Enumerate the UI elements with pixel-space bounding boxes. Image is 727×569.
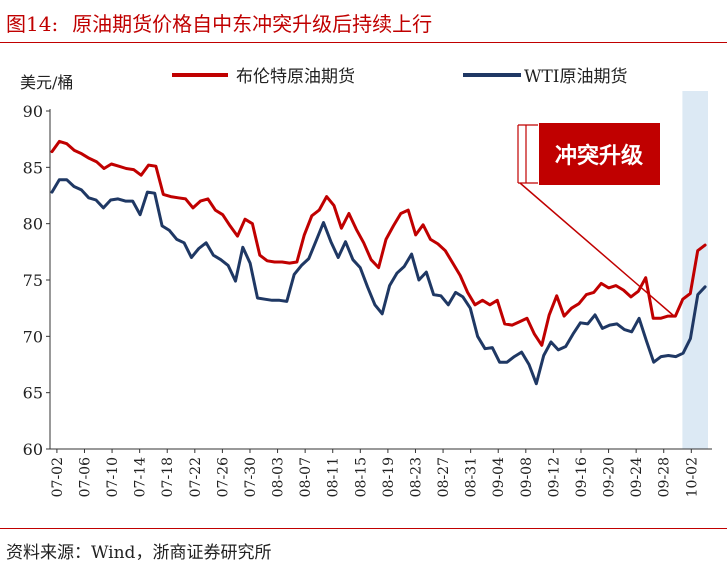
chart-axes: 60 65 70 75 80 85 90 07-02 07-06 07-10 07-14 07-18 0… — [23, 102, 712, 497]
x-tick-label: 07-22 — [188, 457, 204, 497]
y-tick-label: 90 — [23, 102, 43, 121]
figure-number: 图14: — [6, 12, 59, 36]
x-tick-label: 10-02 — [684, 457, 700, 497]
x-tick-label: 08-03 — [271, 457, 287, 497]
legend-brent-label: 布伦特原油期货 — [236, 67, 355, 87]
y-tick-label: 75 — [23, 271, 43, 290]
wti-series-line — [50, 178, 707, 386]
x-tick-label: 08-19 — [381, 457, 397, 497]
callout-pointer-line — [519, 182, 675, 317]
x-tick-label: 09-24 — [629, 457, 645, 497]
callout-text: 冲突升级 — [555, 143, 643, 169]
x-tick-label: 07-30 — [243, 457, 259, 497]
x-tick-label: 09-28 — [657, 457, 673, 497]
footer-rule — [0, 528, 727, 529]
chart-legend: 布伦特原油期货 WTI原油期货 — [172, 67, 628, 87]
x-tick-label: 07-14 — [133, 457, 149, 497]
x-tick-label: 09-04 — [491, 457, 507, 497]
figure-title-text: 原油期货价格自中东冲突升级后持续上行 — [72, 12, 433, 36]
x-tick-label: 08-27 — [436, 457, 452, 497]
x-tick-label: 07-26 — [215, 457, 231, 497]
x-tick-label: 07-18 — [160, 457, 176, 497]
x-tick-label: 08-23 — [408, 457, 424, 497]
x-tick-label: 09-12 — [546, 457, 562, 497]
x-tick-label: 07-10 — [105, 457, 121, 497]
x-tick-label: 08-07 — [298, 457, 314, 497]
title-rule — [0, 42, 727, 43]
callout-box — [539, 123, 660, 185]
y-tick-label: 80 — [23, 215, 43, 234]
x-tick-label: 09-08 — [519, 457, 535, 497]
y-tick-label: 65 — [23, 384, 43, 403]
figure-title: 图14: 原油期货价格自中东冲突升级后持续上行 — [6, 8, 432, 37]
y-tick-label: 70 — [23, 327, 43, 346]
y-axis-label: 美元/桶 — [20, 73, 73, 92]
x-tick-label: 08-11 — [326, 457, 342, 497]
source-note: 资料来源：Wind，浙商证券研究所 — [6, 543, 272, 563]
x-tick-label: 08-31 — [464, 457, 480, 497]
legend-wti-label: WTI原油期货 — [524, 67, 628, 87]
series-layer — [50, 139, 707, 386]
conflict-callout: 冲突升级 — [517, 123, 675, 317]
line-chart: 60 65 70 75 80 85 90 07-02 07-06 07-10 07-14 07-18 0… — [20, 67, 712, 497]
x-tick-label: 09-16 — [574, 457, 590, 497]
brent-series-line — [50, 139, 707, 347]
x-tick-label: 09-20 — [602, 457, 618, 497]
x-tick-label: 07-02 — [50, 457, 66, 497]
x-tick-label: 08-15 — [353, 457, 369, 497]
y-tick-label: 60 — [23, 440, 43, 459]
x-tick-label: 07-06 — [77, 457, 93, 497]
y-tick-label: 85 — [23, 158, 43, 177]
